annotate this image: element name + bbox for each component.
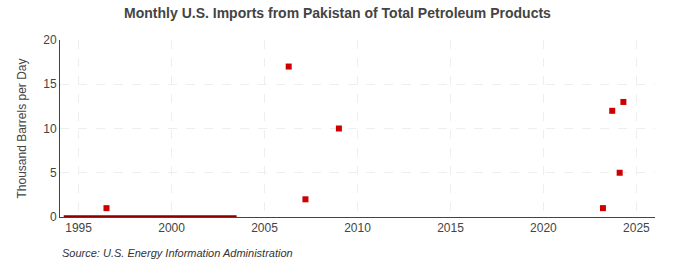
svg-text:Source: U.S. Energy Informatio: Source: U.S. Energy Information Administ… [62, 247, 293, 259]
svg-text:Monthly U.S. Imports from Paki: Monthly U.S. Imports from Pakistan of To… [124, 5, 551, 21]
svg-text:2025: 2025 [623, 221, 650, 235]
svg-text:15: 15 [43, 77, 57, 91]
svg-text:2010: 2010 [344, 221, 371, 235]
svg-text:5: 5 [50, 166, 57, 180]
svg-text:2015: 2015 [437, 221, 464, 235]
svg-text:2005: 2005 [251, 221, 278, 235]
svg-text:2000: 2000 [158, 221, 185, 235]
svg-text:Thousand Barrels per Day: Thousand Barrels per Day [15, 58, 29, 198]
svg-text:20: 20 [43, 33, 57, 47]
svg-text:10: 10 [43, 122, 57, 136]
svg-text:1995: 1995 [65, 221, 92, 235]
svg-text:0: 0 [50, 210, 57, 224]
svg-text:2020: 2020 [530, 221, 557, 235]
